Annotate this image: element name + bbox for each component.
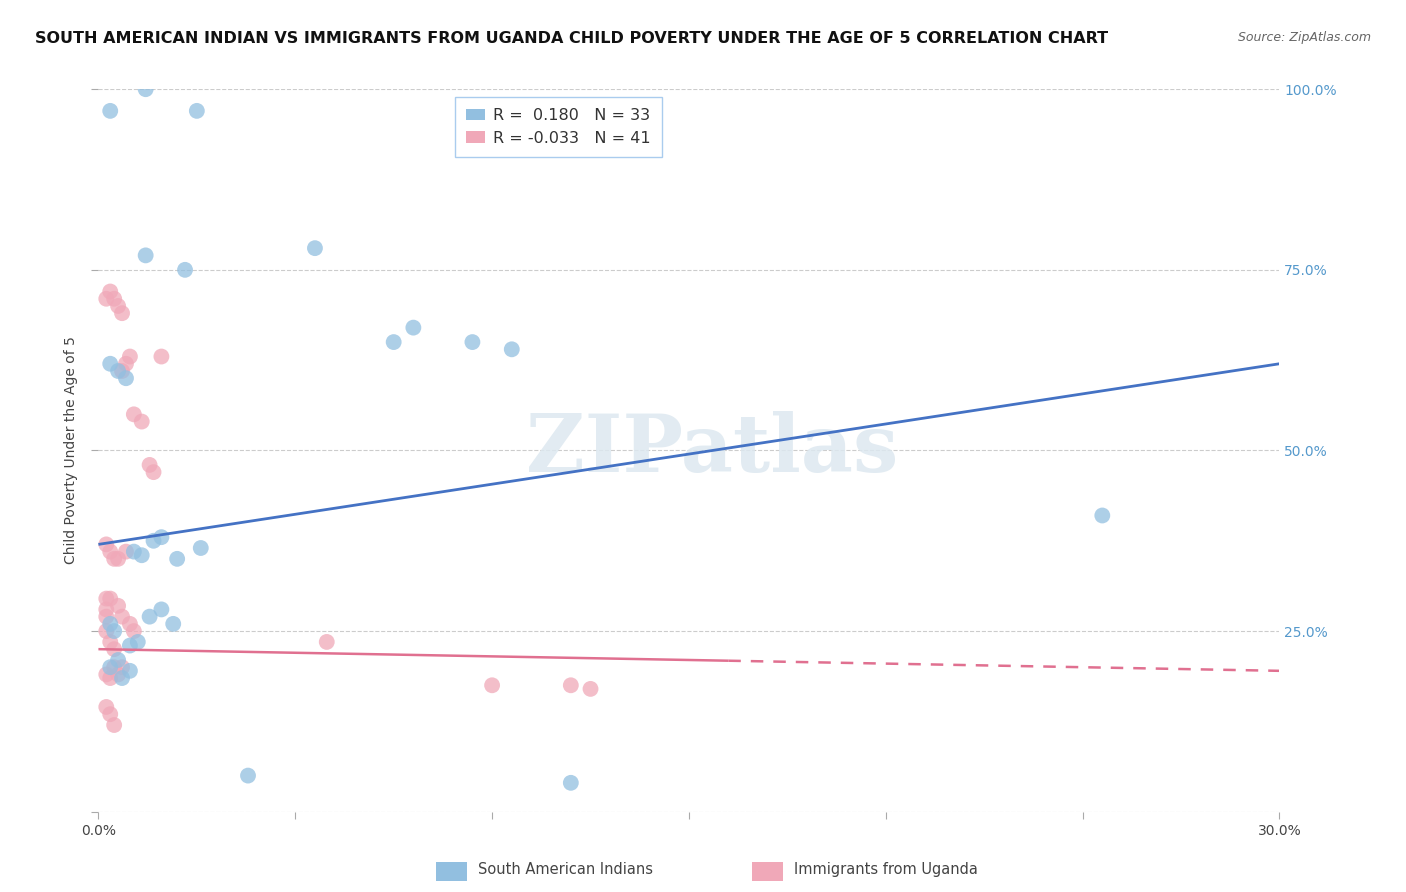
Point [103,624,125,639]
Point [150,530,173,544]
Point [103,642,125,657]
Point [107,653,129,667]
Point [96,667,118,681]
Point [236,769,259,783]
Text: Immigrants from Uganda: Immigrants from Uganda [794,863,979,877]
Point [138,609,160,624]
Point [103,292,125,306]
Text: Source: ZipAtlas.com: Source: ZipAtlas.com [1237,31,1371,45]
Point [96,537,118,551]
Point [98,285,121,299]
Point [115,357,138,371]
Point [107,364,129,378]
Point [135,248,157,262]
Point [127,635,149,649]
Point [402,320,425,334]
Point [501,343,523,357]
Point [118,616,141,631]
Point [122,624,145,639]
Point [111,364,134,378]
Point [103,551,125,566]
Point [98,660,121,674]
Point [96,624,118,639]
Point [118,639,141,653]
Point [115,371,138,385]
Point [111,660,134,674]
Point [98,544,121,558]
Point [98,591,121,606]
Point [162,616,184,631]
Point [122,407,145,421]
Point [315,635,337,649]
Point [461,334,484,349]
Legend: R =  0.180   N = 33, R = -0.033   N = 41: R = 0.180 N = 33, R = -0.033 N = 41 [454,97,662,157]
Point [122,544,145,558]
Point [579,681,602,696]
Point [304,241,326,255]
Point [98,357,121,371]
Point [150,350,173,364]
Point [98,103,121,118]
Point [96,609,118,624]
Point [1091,508,1114,523]
Text: SOUTH AMERICAN INDIAN VS IMMIGRANTS FROM UGANDA CHILD POVERTY UNDER THE AGE OF 5: SOUTH AMERICAN INDIAN VS IMMIGRANTS FROM… [35,31,1108,46]
Point [111,609,134,624]
Point [115,544,138,558]
Point [96,591,118,606]
Point [190,541,212,555]
Point [481,678,503,692]
Point [150,602,173,616]
Point [103,660,125,674]
Point [98,707,121,722]
Text: ZIPatlas: ZIPatlas [526,411,898,490]
Point [131,548,153,562]
Point [98,616,121,631]
Point [98,671,121,685]
Point [138,458,160,472]
Point [98,635,121,649]
Point [131,415,153,429]
Point [174,262,197,277]
Point [96,700,118,714]
Text: South American Indians: South American Indians [478,863,652,877]
Point [382,334,405,349]
Point [135,82,157,96]
Point [111,306,134,320]
Point [560,776,582,790]
Point [118,350,141,364]
Point [103,718,125,732]
Point [96,602,118,616]
Point [560,678,582,692]
Point [186,103,208,118]
Point [96,292,118,306]
Point [142,465,165,479]
Point [111,671,134,685]
Y-axis label: Child Poverty Under the Age of 5: Child Poverty Under the Age of 5 [65,336,79,565]
Point [107,599,129,613]
Point [107,667,129,681]
Point [118,664,141,678]
Point [166,551,188,566]
Point [107,299,129,313]
Point [107,551,129,566]
Point [142,533,165,548]
